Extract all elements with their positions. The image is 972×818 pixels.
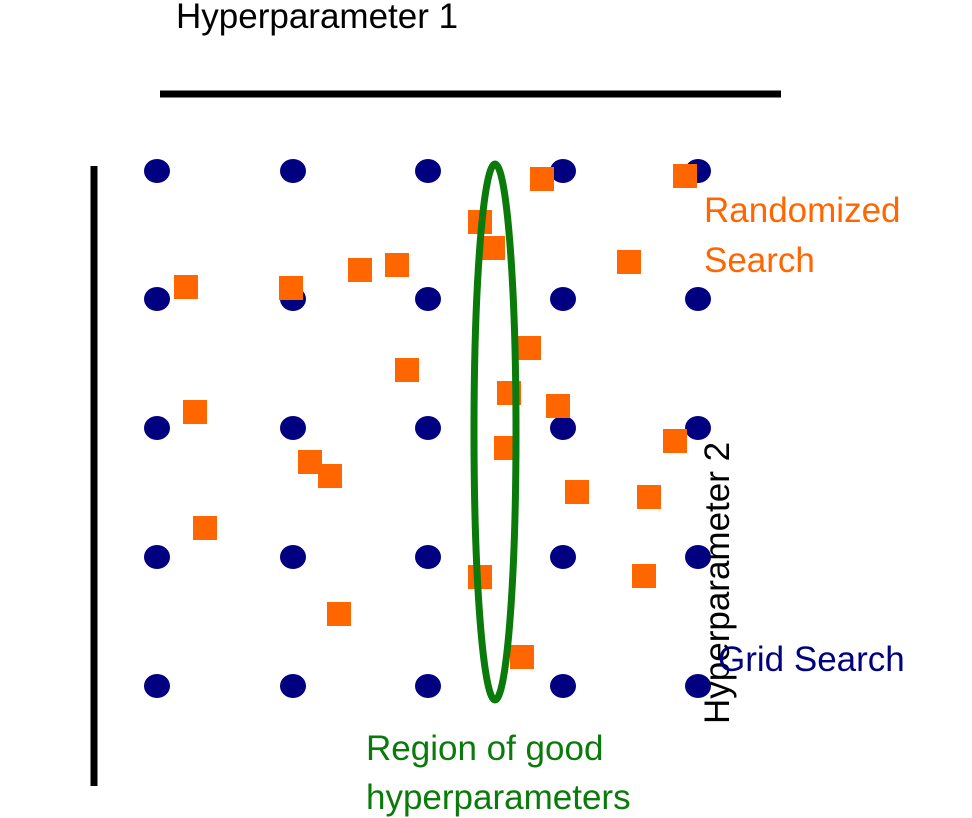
random-point — [565, 480, 589, 504]
random-point — [348, 258, 372, 282]
grid-point — [144, 416, 170, 440]
grid-point — [550, 545, 576, 569]
random-point — [663, 429, 687, 453]
region-of-good-hyperparameters-ellipse — [470, 160, 520, 704]
random-point — [174, 275, 198, 299]
grid-point — [685, 287, 711, 311]
grid-point — [144, 287, 170, 311]
grid-point — [550, 674, 576, 698]
grid-point — [144, 159, 170, 183]
grid-point — [415, 159, 441, 183]
region-label-line2: hyperparameters — [366, 778, 631, 817]
random-point — [327, 602, 351, 626]
grid-point — [550, 159, 576, 183]
random-point — [385, 253, 409, 277]
grid-point — [280, 159, 306, 183]
grid-point — [415, 545, 441, 569]
random-point — [632, 564, 656, 588]
random-point — [279, 276, 303, 300]
region-label-line1: Region of good — [366, 729, 603, 768]
grid-point — [280, 416, 306, 440]
hyperparameter-1-label: Hyperparameter 1 — [176, 0, 458, 36]
grid-point — [280, 674, 306, 698]
grid-point — [685, 416, 711, 440]
grid-point — [415, 287, 441, 311]
random-point — [481, 236, 505, 260]
random-point — [183, 400, 207, 424]
grid-point — [685, 545, 711, 569]
random-point — [318, 464, 342, 488]
random-point — [637, 485, 661, 509]
grid-search-label: Grid Search — [718, 640, 905, 679]
random-point — [395, 358, 419, 382]
random-point — [530, 167, 554, 191]
grid-point — [550, 416, 576, 440]
hyperparameter-2-label: Hyperparameter 2 — [698, 442, 737, 724]
grid-point — [144, 674, 170, 698]
randomized-search-points — [174, 164, 697, 669]
randomized-search-label-line1: Randomized — [704, 191, 901, 230]
random-point — [617, 250, 641, 274]
grid-search-points — [144, 159, 711, 698]
grid-point — [415, 674, 441, 698]
grid-point — [415, 416, 441, 440]
random-point — [510, 645, 534, 669]
random-point — [546, 394, 570, 418]
random-point — [673, 164, 697, 188]
randomized-search-label-line2: Search — [704, 241, 815, 280]
grid-point — [144, 545, 170, 569]
grid-point — [550, 287, 576, 311]
random-point — [517, 336, 541, 360]
random-point — [193, 516, 217, 540]
grid-point — [685, 674, 711, 698]
grid-point — [280, 545, 306, 569]
